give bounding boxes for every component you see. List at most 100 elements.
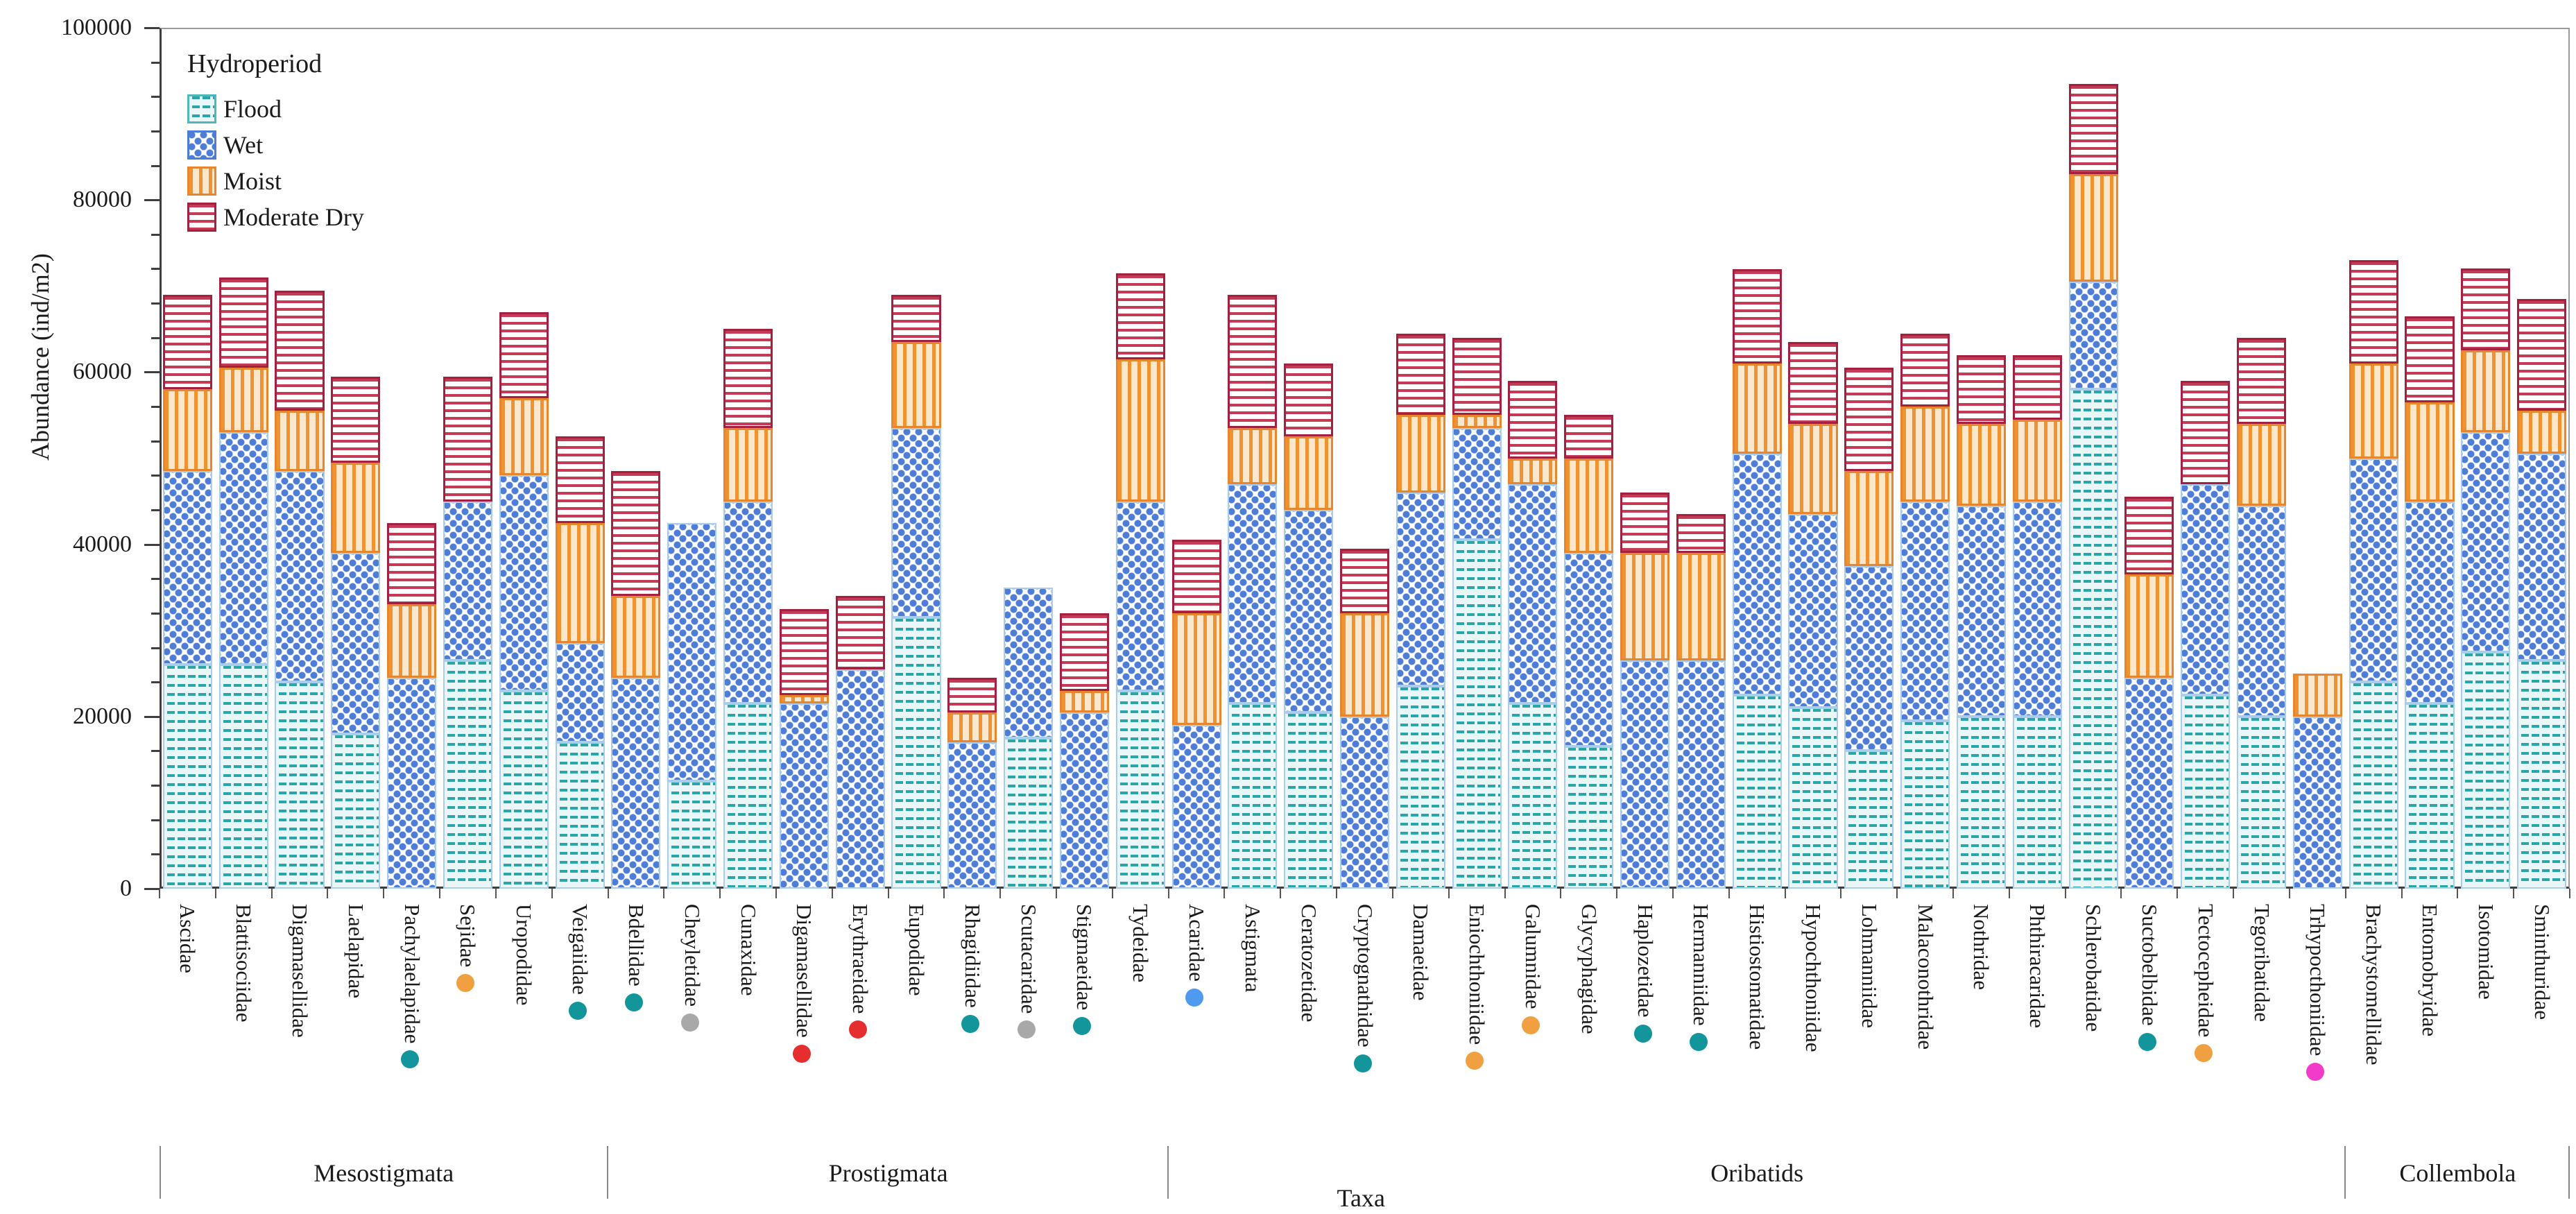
bar-segment-moist[interactable] (723, 428, 773, 502)
bar-segment-flood[interactable] (555, 742, 605, 889)
bar-segment-flood[interactable] (2236, 716, 2287, 889)
bar-segment-dry[interactable] (2181, 380, 2231, 484)
bar-segment-dry[interactable] (891, 294, 941, 342)
bar-segment-moist[interactable] (1620, 553, 1670, 661)
bar-segment-moist[interactable] (1396, 415, 1445, 493)
bar-segment-moist[interactable] (499, 397, 549, 476)
bar-segment-moist[interactable] (2292, 673, 2342, 717)
legend-entry-moist[interactable]: Moist (187, 166, 364, 196)
bar-segment-wet[interactable] (1676, 660, 1726, 889)
bar-segment-flood[interactable] (1228, 703, 1278, 889)
bar-segment-dry[interactable] (611, 471, 661, 597)
bar-segment-flood[interactable] (1452, 540, 1502, 889)
bar-segment-wet[interactable] (1564, 553, 1614, 747)
bar-segment-dry[interactable] (1452, 337, 1502, 416)
bar-segment-dry[interactable] (275, 290, 325, 411)
bar-segment-dry[interactable] (1564, 415, 1614, 459)
bar-segment-flood[interactable] (162, 665, 212, 889)
bar-segment-flood[interactable] (667, 780, 717, 889)
bar-segment-moist[interactable] (947, 712, 997, 743)
bar-segment-moist[interactable] (1956, 423, 2006, 506)
bar-segment-moist[interactable] (1732, 364, 1782, 454)
bar-segment-dry[interactable] (2236, 337, 2287, 424)
bar-segment-moist[interactable] (611, 596, 661, 678)
bar-segment-moist[interactable] (2124, 574, 2174, 678)
bar-segment-dry[interactable] (2068, 83, 2118, 174)
bar-segment-dry[interactable] (1115, 273, 1165, 359)
bar-segment-wet[interactable] (1508, 484, 1558, 704)
bar-segment-flood[interactable] (2349, 682, 2398, 889)
bar-segment-dry[interactable] (835, 596, 885, 669)
bar-segment-moist[interactable] (2068, 173, 2118, 282)
bar-segment-wet[interactable] (555, 643, 605, 743)
bar-segment-wet[interactable] (1059, 712, 1109, 889)
bar-segment-dry[interactable] (2012, 354, 2062, 420)
bar-segment-wet[interactable] (387, 677, 437, 889)
bar-segment-flood[interactable] (499, 690, 549, 889)
bar-segment-moist[interactable] (218, 368, 268, 433)
bar-segment-moist[interactable] (1339, 613, 1390, 717)
bar-segment-flood[interactable] (1564, 746, 1614, 889)
bar-segment-wet[interactable] (1956, 505, 2006, 717)
bar-segment-wet[interactable] (667, 522, 717, 781)
bar-segment-dry[interactable] (218, 277, 268, 368)
bar-segment-dry[interactable] (1844, 368, 1894, 472)
bar-segment-flood[interactable] (2012, 716, 2062, 889)
bar-segment-flood[interactable] (2405, 703, 2455, 889)
bar-segment-dry[interactable] (1900, 333, 1950, 407)
legend-entry-dry[interactable]: Moderate Dry (187, 203, 364, 232)
bar-segment-moist[interactable] (275, 411, 325, 472)
bar-segment-moist[interactable] (2517, 411, 2567, 454)
bar-segment-moist[interactable] (2012, 419, 2062, 502)
legend-entry-flood[interactable]: Flood (187, 94, 364, 123)
bar-segment-moist[interactable] (1788, 423, 1838, 515)
bar-segment-wet[interactable] (2292, 716, 2342, 889)
bar-segment-flood[interactable] (1844, 751, 1894, 889)
bar-segment-wet[interactable] (1171, 725, 1221, 889)
bar-segment-dry[interactable] (331, 376, 381, 463)
bar-segment-dry[interactable] (1732, 268, 1782, 364)
bar-segment-flood[interactable] (1788, 708, 1838, 889)
bar-segment-wet[interactable] (499, 475, 549, 691)
bar-segment-wet[interactable] (443, 501, 493, 661)
legend-entry-wet[interactable]: Wet (187, 130, 364, 160)
bar-segment-flood[interactable] (443, 660, 493, 889)
bar-segment-flood[interactable] (2517, 660, 2567, 889)
bar-segment-wet[interactable] (1004, 587, 1054, 738)
bar-segment-dry[interactable] (1676, 514, 1726, 554)
bar-segment-flood[interactable] (218, 665, 268, 889)
bar-segment-dry[interactable] (387, 522, 437, 605)
bar-segment-flood[interactable] (2181, 694, 2231, 889)
bar-segment-wet[interactable] (611, 677, 661, 889)
bar-segment-moist[interactable] (555, 522, 605, 644)
bar-segment-wet[interactable] (275, 471, 325, 683)
bar-segment-flood[interactable] (2461, 651, 2511, 889)
bar-segment-wet[interactable] (331, 553, 381, 734)
bar-segment-moist[interactable] (779, 694, 829, 704)
bar-segment-moist[interactable] (331, 462, 381, 554)
bar-segment-flood[interactable] (2068, 389, 2118, 889)
bar-segment-wet[interactable] (2236, 505, 2287, 717)
bar-segment-moist[interactable] (1115, 359, 1165, 502)
bar-segment-dry[interactable] (2124, 497, 2174, 575)
bar-segment-wet[interactable] (1396, 493, 1445, 687)
bar-segment-wet[interactable] (1732, 454, 1782, 695)
bar-segment-dry[interactable] (1788, 341, 1838, 424)
bar-segment-flood[interactable] (1900, 721, 1950, 889)
bar-segment-dry[interactable] (1171, 540, 1221, 613)
bar-segment-dry[interactable] (2461, 268, 2511, 351)
bar-segment-wet[interactable] (2517, 454, 2567, 661)
bar-segment-dry[interactable] (1508, 380, 1558, 459)
bar-segment-flood[interactable] (1004, 737, 1054, 889)
bar-segment-flood[interactable] (891, 617, 941, 889)
bar-segment-dry[interactable] (2349, 260, 2398, 364)
bar-segment-wet[interactable] (2461, 432, 2511, 652)
bar-segment-wet[interactable] (1284, 509, 1334, 712)
bar-segment-wet[interactable] (947, 742, 997, 889)
bar-segment-moist[interactable] (1059, 690, 1109, 712)
bar-segment-moist[interactable] (1900, 407, 1950, 502)
bar-segment-flood[interactable] (331, 733, 381, 889)
bar-segment-moist[interactable] (1228, 428, 1278, 484)
bar-segment-flood[interactable] (1956, 716, 2006, 889)
bar-segment-wet[interactable] (2181, 484, 2231, 695)
